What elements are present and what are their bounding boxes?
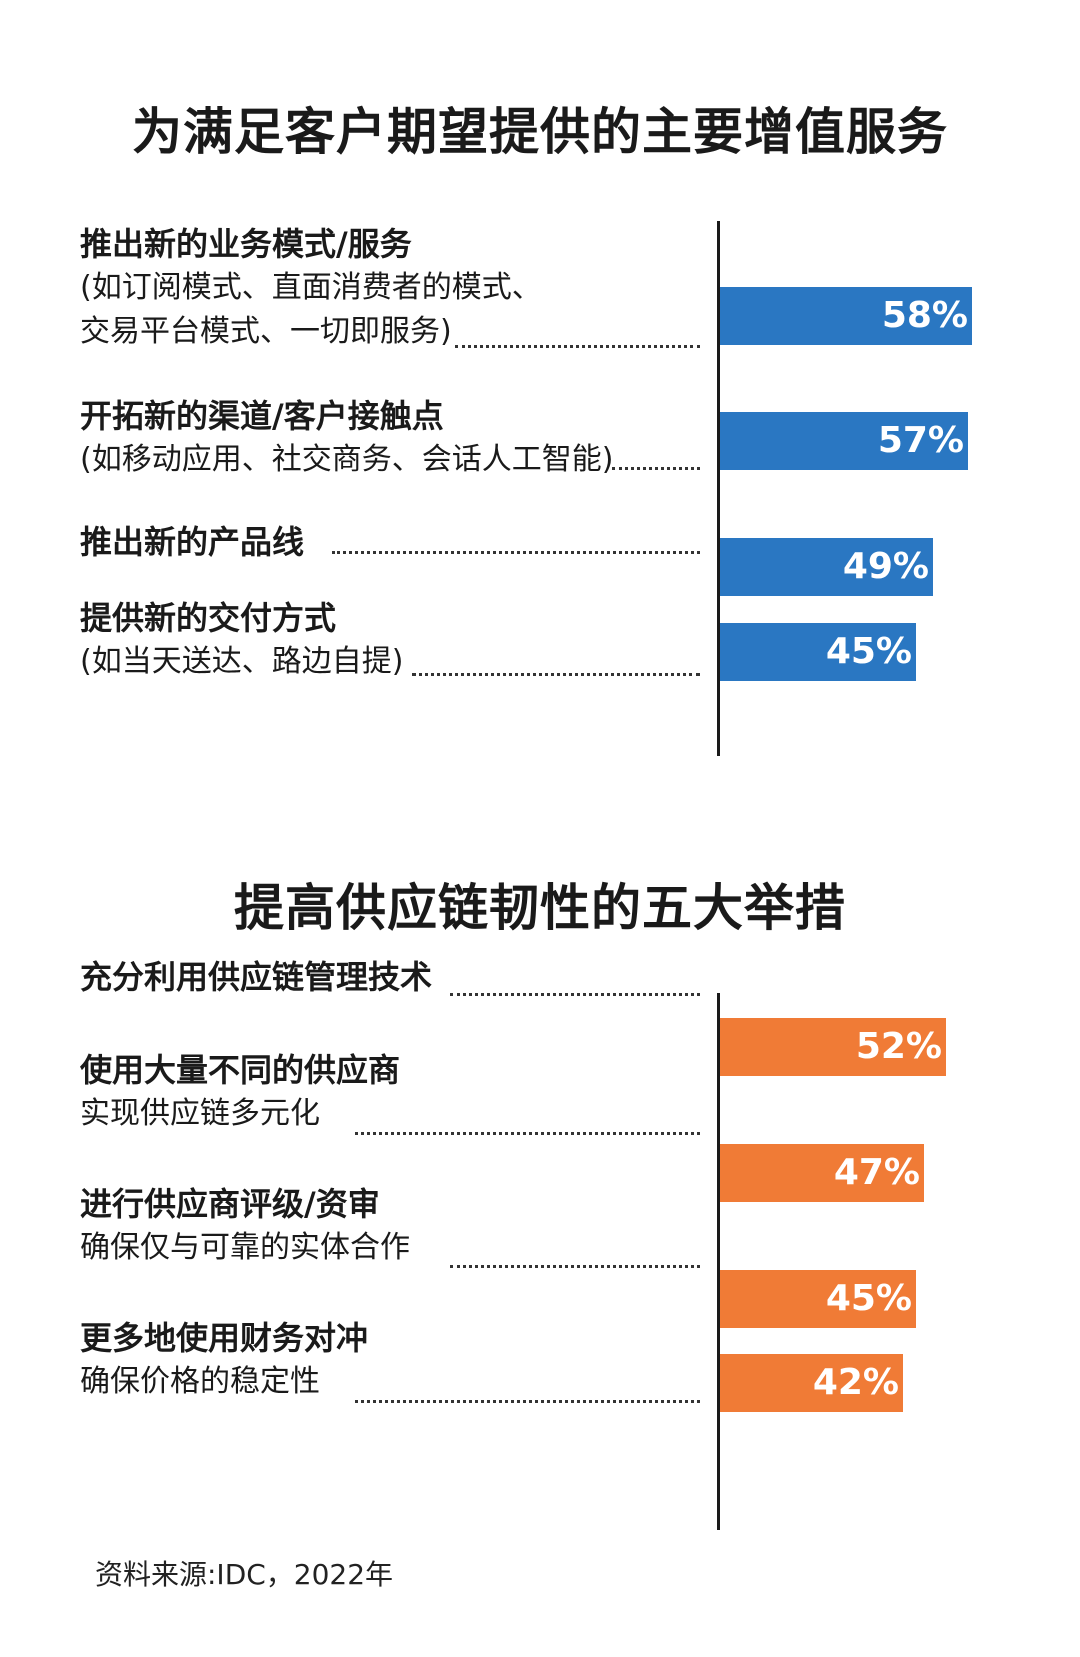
category-label-main: 开拓新的渠道/客户接触点 xyxy=(80,397,444,435)
category-label: 推出新的业务模式/服务 (如订阅模式、直面消费者的模式、 交易平台模式、一切即服务) xyxy=(80,222,700,354)
bar: 42% xyxy=(720,1354,903,1412)
bar: 49% xyxy=(720,538,933,596)
bar-value-label: 47% xyxy=(833,1152,920,1193)
category-label-main: 推出新的产品线 xyxy=(80,523,305,561)
bar-value-label: 45% xyxy=(825,1278,912,1319)
category-label-main: 进行供应商评级/资审 xyxy=(80,1185,380,1223)
category-label-main: 更多地使用财务对冲 xyxy=(80,1319,369,1357)
bar: 45% xyxy=(720,1270,916,1328)
category-label-sub: 确保仅与可靠的实体合作 xyxy=(80,1230,410,1265)
bar-value-label: 57% xyxy=(877,420,964,461)
axis-line xyxy=(717,221,720,756)
bar: 57% xyxy=(720,412,968,470)
bar: 52% xyxy=(720,1018,946,1076)
bar: 58% xyxy=(720,287,972,345)
category-label-main: 充分利用供应链管理技术 xyxy=(80,958,433,996)
category-label-sub: 确保价格的稳定性 xyxy=(80,1364,320,1399)
bar-value-label: 49% xyxy=(842,546,929,587)
category-label: 更多地使用财务对冲 确保价格的稳定性 xyxy=(80,1316,700,1404)
category-label-main: 使用大量不同的供应商 xyxy=(80,1051,401,1089)
category-label: 开拓新的渠道/客户接触点 (如移动应用、社交商务、会话人工智能) xyxy=(80,394,700,482)
category-label: 进行供应商评级/资审 确保仅与可靠的实体合作 xyxy=(80,1182,700,1270)
chart-title-value-added-services: 为满足客户期望提供的主要增值服务 xyxy=(132,103,948,161)
dotted-leader xyxy=(455,345,700,348)
category-label-sub: 交易平台模式、一切即服务) xyxy=(80,314,452,349)
category-label-main: 提供新的交付方式 xyxy=(80,599,337,637)
category-label-sub: (如当天送达、路边自提) xyxy=(80,644,404,679)
category-label-main: 推出新的业务模式/服务 xyxy=(80,225,412,263)
category-label-sub: (如移动应用、社交商务、会话人工智能) xyxy=(80,442,614,477)
category-label: 推出新的产品线 xyxy=(80,520,700,564)
bar-value-label: 45% xyxy=(825,631,912,672)
dotted-leader xyxy=(450,1265,700,1268)
bar: 47% xyxy=(720,1144,924,1202)
chart-title-supply-chain-resilience: 提高供应链韧性的五大举措 xyxy=(234,879,846,937)
source-note: 资料来源:IDC，2022年 xyxy=(95,1558,394,1591)
dotted-leader xyxy=(612,467,700,470)
dotted-leader xyxy=(332,551,700,554)
category-label-sub: 实现供应链多元化 xyxy=(80,1096,320,1131)
bar-value-label: 58% xyxy=(881,295,968,336)
category-label: 充分利用供应链管理技术 xyxy=(80,955,700,999)
category-label: 提供新的交付方式 (如当天送达、路边自提) xyxy=(80,596,700,684)
bar: 45% xyxy=(720,623,916,681)
bar-value-label: 52% xyxy=(855,1026,942,1067)
dotted-leader xyxy=(355,1132,700,1135)
category-label-sub: (如订阅模式、直面消费者的模式、 xyxy=(80,270,542,305)
dotted-leader xyxy=(412,673,700,676)
category-label: 使用大量不同的供应商 实现供应链多元化 xyxy=(80,1048,700,1136)
dotted-leader xyxy=(355,1400,700,1403)
dotted-leader xyxy=(450,993,700,996)
axis-line xyxy=(717,993,720,1530)
bar-value-label: 42% xyxy=(812,1362,899,1403)
